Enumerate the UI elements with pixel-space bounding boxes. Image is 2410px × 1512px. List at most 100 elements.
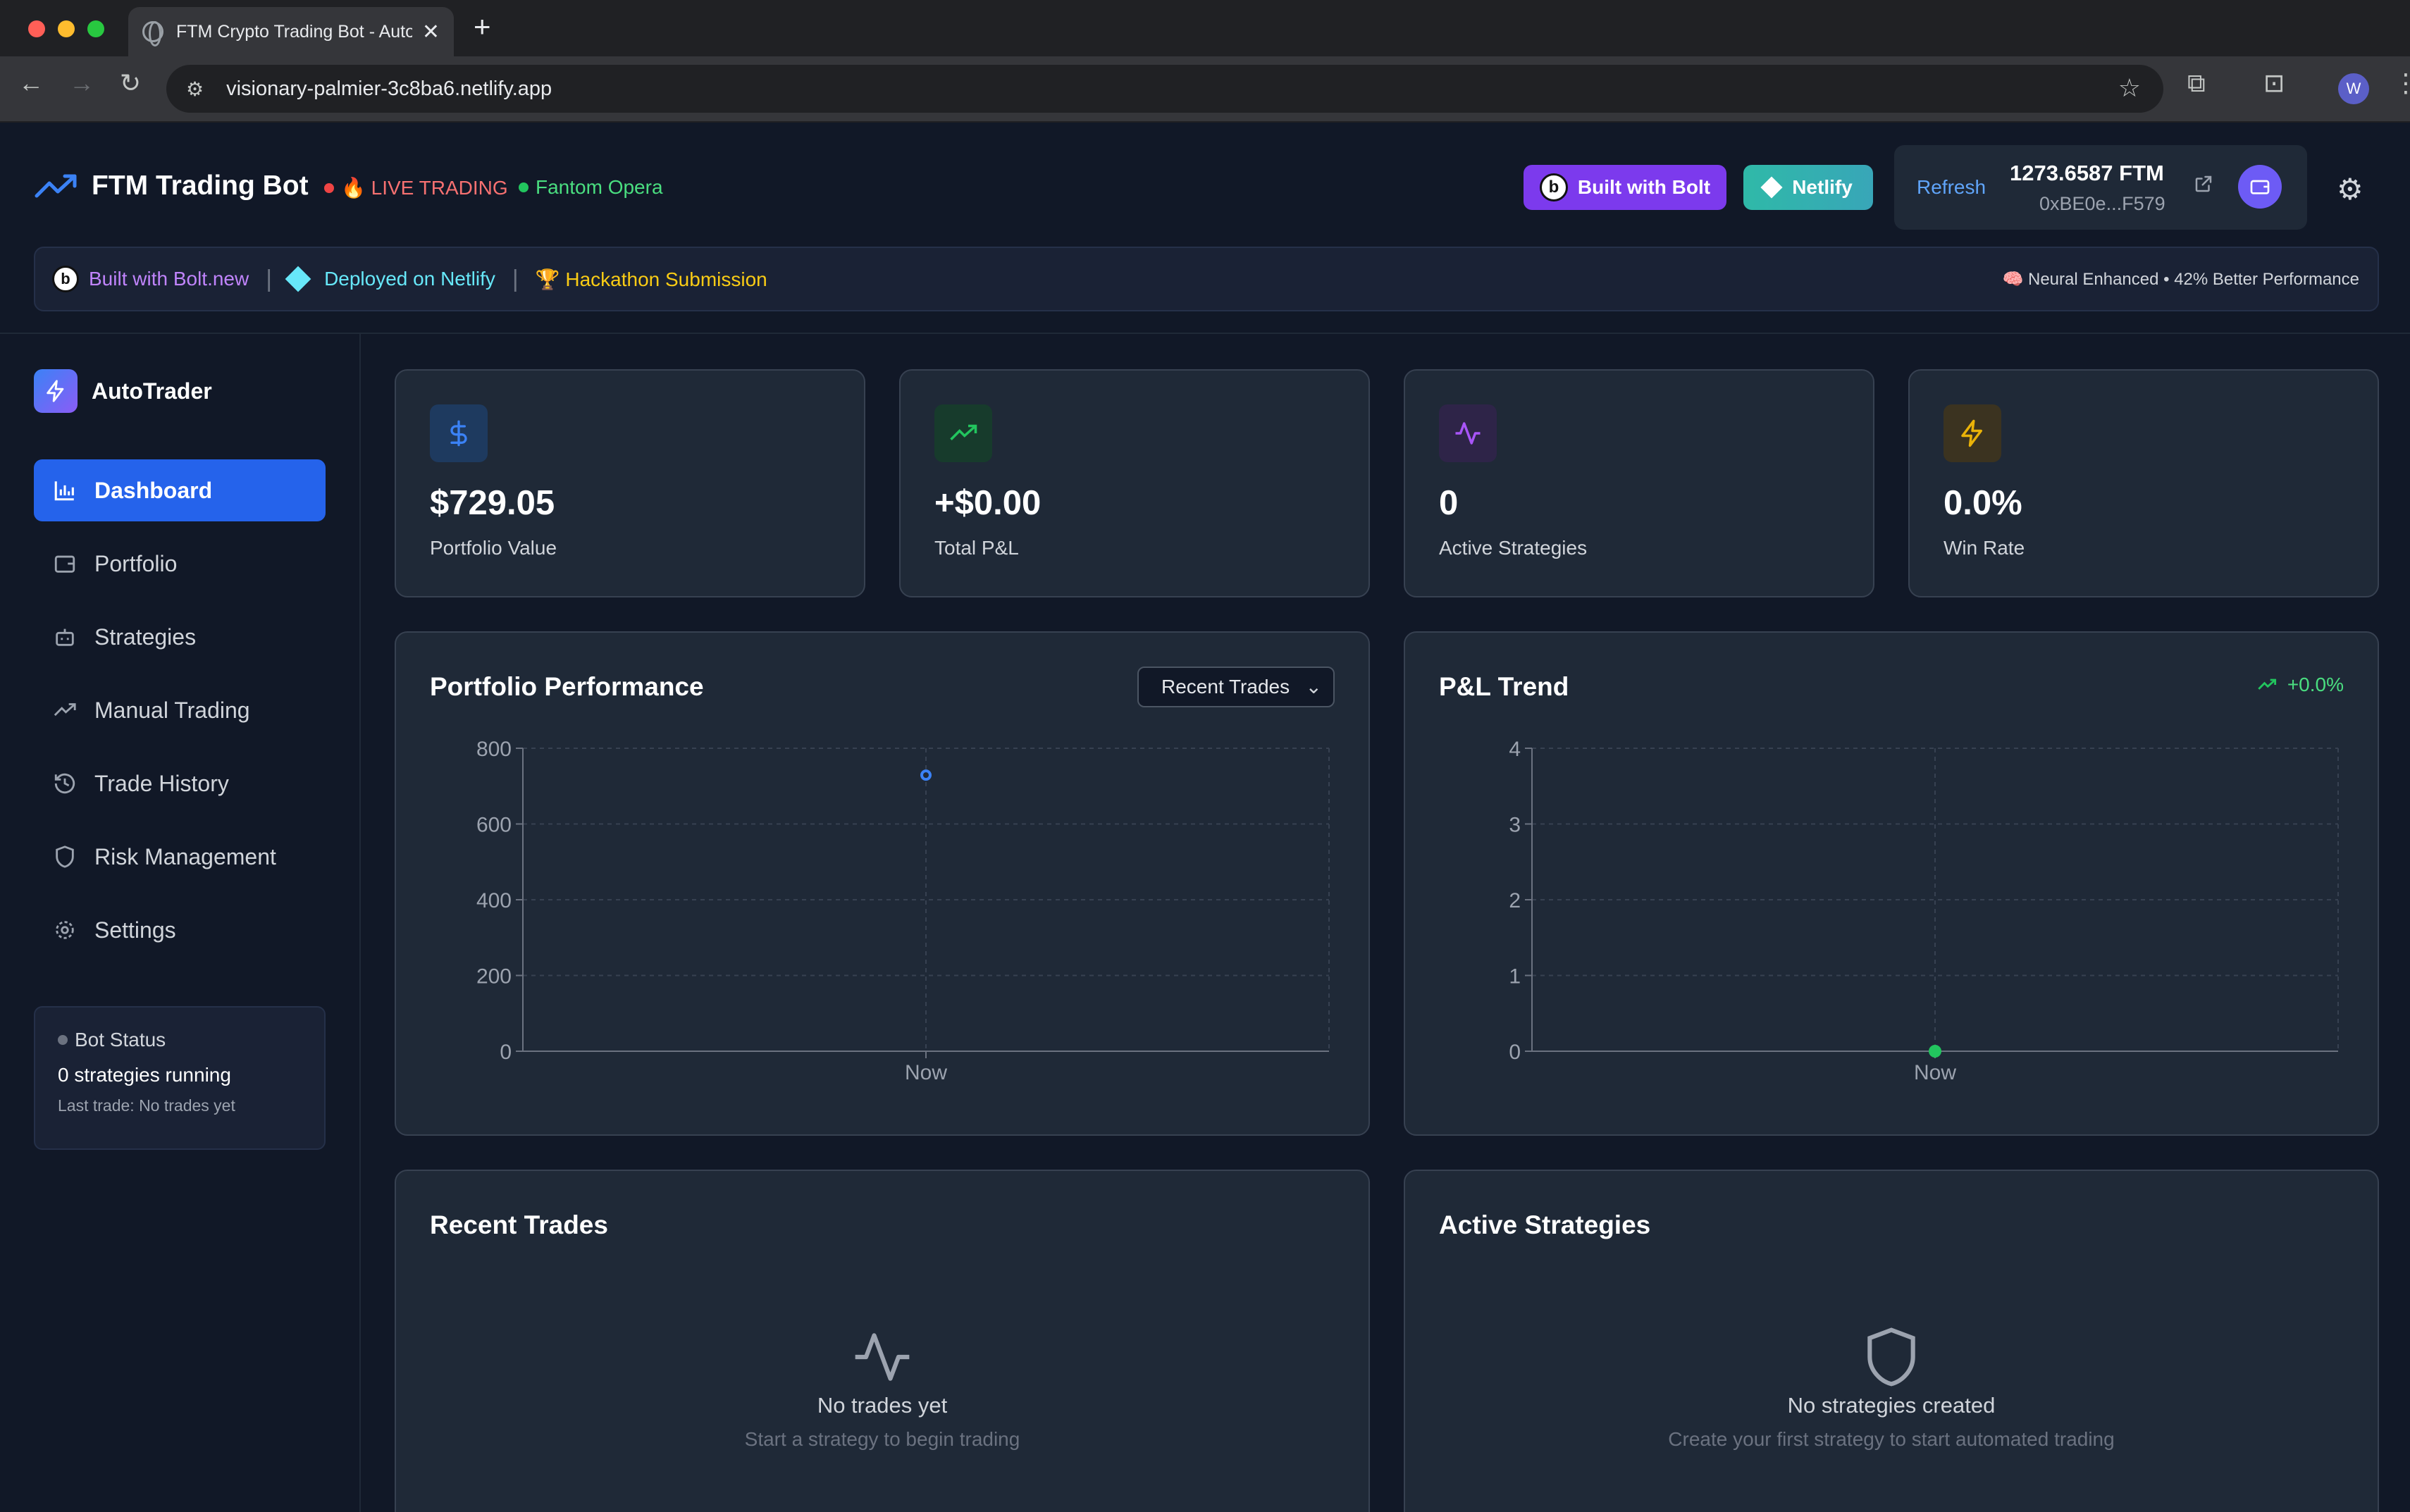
y-tick-label: 3 [1509, 814, 1521, 837]
stat-value: +$0.00 [934, 484, 1042, 522]
sidebar-item-label: Strategies [94, 624, 197, 650]
live-trading-badge: 🔥 LIVE TRADING [324, 176, 508, 199]
network-dot [519, 182, 529, 192]
sidebar: AutoTrader Dashboard Portfolio Strategie… [0, 334, 361, 1512]
banner-hackathon: 🏆 Hackathon Submission [535, 268, 767, 290]
bolt-logo-icon: b [1539, 173, 1568, 202]
y-tick-label: 400 [476, 889, 512, 912]
sidebar-item-risk-management[interactable]: Risk Management [34, 826, 326, 888]
bookmark-star-icon[interactable]: ☆ [2118, 73, 2141, 102]
network-label: Fantom Opera [536, 176, 663, 198]
y-tick-label: 800 [476, 738, 512, 761]
back-icon[interactable]: ← [18, 68, 44, 97]
y-tick-label: 2 [1509, 889, 1521, 912]
shield-icon [51, 843, 79, 871]
browser-tab[interactable]: FTM Crypto Trading Bot - AutoTrader ✕ [128, 7, 454, 56]
built-with-bolt-button[interactable]: b Built with Bolt [1524, 165, 1726, 210]
banner-neural-info: 🧠 Neural Enhanced • 42% Better Performan… [2002, 270, 2359, 289]
tab-search-icon[interactable]: ⊡ [2263, 68, 2285, 97]
close-window-button[interactable] [28, 20, 45, 37]
minimize-window-button[interactable] [58, 20, 75, 37]
extensions-icon[interactable]: ⧉ [2187, 68, 2206, 97]
forward-icon[interactable]: → [69, 68, 94, 97]
stat-card-portfolio-value: $729.05 Portfolio Value [395, 369, 865, 597]
gear-icon[interactable]: ⚙ [2337, 173, 2363, 206]
sidebar-item-strategies[interactable]: Strategies [34, 606, 326, 668]
app-name: FTM Trading Bot [92, 171, 309, 201]
reload-icon[interactable]: ↻ [120, 68, 142, 97]
netlify-button-label: Netlify [1792, 176, 1853, 198]
bolt-logo-icon: b [52, 266, 79, 292]
wallet-icon [51, 550, 79, 578]
stat-value: $729.05 [430, 484, 555, 522]
site-info-icon[interactable]: ⚙ [186, 78, 204, 100]
activity-icon [1439, 404, 1497, 462]
active-strategies-empty-state: No strategies created Create your first … [1405, 1325, 2378, 1451]
live-label: 🔥 LIVE TRADING [341, 177, 508, 199]
chart-range-select[interactable]: Recent Trades ⌄ [1137, 667, 1335, 707]
bot-status-title-row: Bot Status [58, 1029, 302, 1051]
wallet-icon[interactable] [2238, 165, 2282, 209]
gear-icon [51, 916, 79, 944]
refresh-button[interactable]: Refresh [1917, 176, 1986, 198]
y-tick-label: 4 [1509, 738, 1521, 761]
sidebar-item-label: Portfolio [94, 550, 178, 576]
sidebar-item-manual-trading[interactable]: Manual Trading [34, 679, 326, 741]
empty-subtitle: Create your first strategy to start auto… [1668, 1428, 2115, 1450]
recent-trades-empty-state: No trades yet Start a strategy to begin … [396, 1325, 1368, 1451]
activity-icon [855, 1333, 910, 1381]
browser-menu-icon[interactable]: ⋮ [2393, 68, 2410, 97]
netlify-diamond-icon [1760, 176, 1783, 199]
new-tab-button[interactable]: + [474, 10, 491, 43]
wallet-balance: 1273.6587 FTM [2010, 161, 2164, 185]
bar-chart-icon [51, 476, 79, 504]
stat-card-win-rate: 0.0% Win Rate [1908, 369, 2379, 597]
y-tick-label: 1 [1509, 965, 1521, 989]
zap-icon [34, 369, 78, 413]
bot-status-running: 0 strategies running [58, 1064, 231, 1086]
app-header: FTM Trading Bot 🔥 LIVE TRADING Fantom Op… [0, 123, 2410, 334]
status-dot [58, 1035, 68, 1045]
maximize-window-button[interactable] [87, 20, 104, 37]
profile-avatar[interactable]: W [2338, 73, 2369, 104]
sidebar-logo[interactable]: AutoTrader [34, 369, 212, 413]
x-tick-label: Now [1914, 1061, 1956, 1084]
card-title: Active Strategies [1439, 1210, 1651, 1239]
portfolio-performance-card: Portfolio Performance Recent Trades ⌄ 0 2… [395, 631, 1370, 1136]
sidebar-item-portfolio[interactable]: Portfolio [34, 533, 326, 595]
sidebar-item-label: Risk Management [94, 843, 276, 869]
pnl-trend-badge: +0.0% [2255, 674, 2344, 696]
sidebar-item-label: Dashboard [94, 477, 213, 503]
y-tick-label: 0 [1509, 1041, 1521, 1064]
url-text: visionary-palmier-3c8ba6.netlify.app [226, 77, 552, 100]
close-tab-icon[interactable]: ✕ [421, 20, 440, 44]
portfolio-performance-chart: 0 200 400 600 800 Now [476, 738, 1330, 1084]
data-point [1929, 1045, 1941, 1058]
history-icon [51, 769, 79, 798]
sidebar-item-settings[interactable]: Settings [34, 899, 326, 961]
card-title: Recent Trades [430, 1210, 608, 1239]
brand[interactable]: FTM Trading Bot [34, 171, 309, 202]
card-title: Portfolio Performance [430, 672, 704, 701]
recent-trades-card: Recent Trades No trades yet Start a stra… [395, 1170, 1370, 1512]
pnl-trend-chart: 0 1 2 3 4 Now [1509, 738, 2339, 1084]
data-point [920, 769, 932, 781]
netlify-diamond-icon [285, 266, 311, 292]
netlify-button[interactable]: Netlify [1743, 165, 1873, 210]
trending-up-icon [2258, 678, 2276, 690]
banner-bolt[interactable]: b Built with Bolt.new [52, 266, 249, 292]
sidebar-item-dashboard[interactable]: Dashboard [34, 459, 326, 521]
bot-status-last-trade: Last trade: No trades yet [58, 1096, 235, 1115]
stat-label: Win Rate [1944, 537, 2025, 559]
sidebar-item-trade-history[interactable]: Trade History [34, 752, 326, 814]
stat-card-total-pnl: +$0.00 Total P&L [899, 369, 1370, 597]
banner-netlify[interactable]: Deployed on Netlify [285, 266, 495, 292]
bolt-button-label: Built with Bolt [1577, 176, 1711, 198]
trending-up-icon [35, 174, 77, 198]
empty-title: No trades yet [817, 1393, 948, 1418]
external-link-icon[interactable] [2193, 173, 2214, 200]
select-value: Recent Trades [1161, 676, 1290, 698]
address-bar[interactable]: ⚙ visionary-palmier-3c8ba6.netlify.app ☆ [166, 65, 2163, 113]
trending-up-icon [934, 404, 992, 462]
